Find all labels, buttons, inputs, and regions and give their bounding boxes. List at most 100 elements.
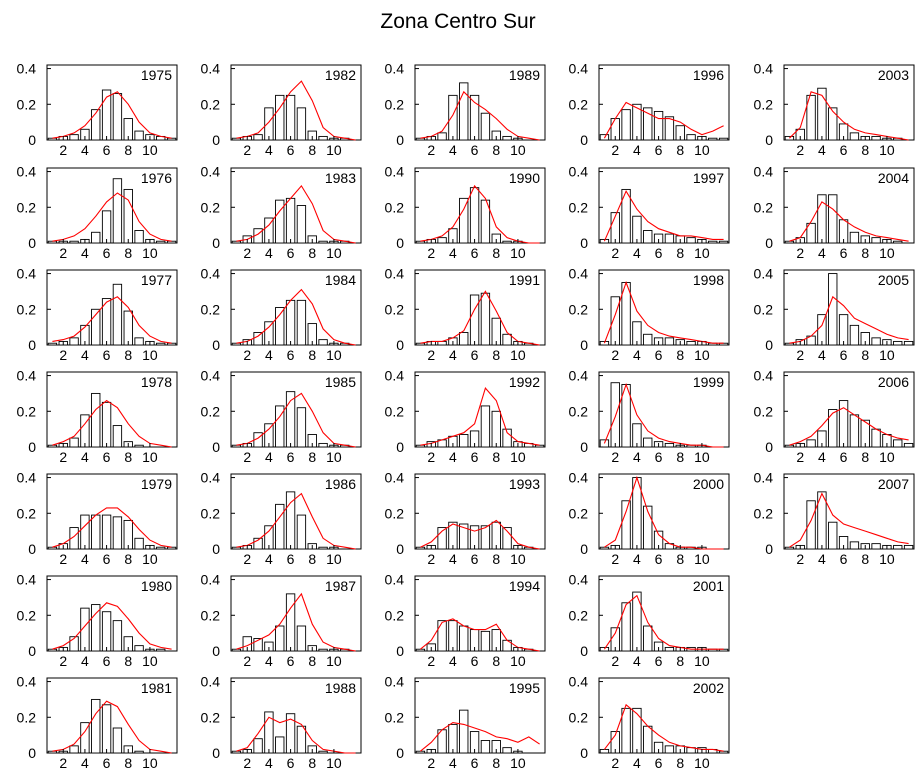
x-tick-label: 10	[510, 449, 526, 465]
bar	[871, 428, 881, 448]
y-tick-label: 0.2	[569, 403, 589, 419]
panel-1985: 1985 0 0.2 0.4 2 4 6 8 10	[201, 368, 362, 465]
x-tick-label: 4	[81, 245, 89, 261]
y-tick-label: 0	[396, 235, 404, 251]
bar	[459, 197, 469, 244]
x-tick-label: 2	[427, 653, 435, 669]
x-tick-label: 2	[427, 347, 435, 363]
bar	[134, 750, 144, 754]
chart-title: Zona Centro Sur	[380, 10, 536, 33]
x-tick-label: 4	[633, 245, 641, 261]
x-tick-label: 6	[840, 245, 848, 261]
bar	[599, 340, 610, 346]
fit-line	[603, 190, 724, 242]
y-tick-label: 0.2	[569, 199, 589, 215]
y-tick-label: 0.2	[569, 301, 589, 317]
x-tick-label: 10	[879, 551, 895, 567]
y-tick-label: 0	[28, 337, 36, 353]
y-tick-label: 0	[396, 337, 404, 353]
bar	[285, 593, 296, 652]
x-tick-label: 2	[59, 449, 67, 465]
panel-frame	[598, 473, 730, 550]
y-tick-label: 0	[580, 643, 588, 659]
bar	[296, 107, 307, 141]
panel-frame	[598, 677, 730, 754]
panel-2002: 2002 0 0.2 0.4 2 4 6 8 10	[569, 674, 730, 771]
x-tick-label: 4	[265, 347, 273, 363]
bar	[318, 339, 328, 346]
y-tick-label: 0.2	[201, 199, 221, 215]
x-tick-label: 6	[655, 653, 663, 669]
bar	[156, 648, 166, 652]
x-tick-label: 2	[243, 142, 251, 158]
panel-frame	[598, 269, 730, 346]
x-tick-label: 6	[287, 142, 295, 158]
x-tick-label: 4	[449, 551, 457, 567]
bar	[91, 604, 101, 652]
panel-1997: 1997 0 0.2 0.4 2 4 6 8 10	[569, 164, 730, 261]
bar	[296, 407, 307, 448]
x-tick-label: 10	[510, 142, 526, 158]
bar	[134, 130, 144, 141]
y-tick-label: 0	[212, 745, 220, 761]
bar	[828, 273, 838, 346]
bar	[610, 296, 620, 346]
bar	[849, 541, 860, 550]
x-tick-label: 4	[265, 551, 273, 567]
bar	[253, 537, 263, 550]
panel-frame	[230, 371, 362, 448]
x-tick-label: 6	[103, 449, 111, 465]
x-tick-label: 6	[655, 142, 663, 158]
bar	[838, 314, 849, 346]
x-tick-label: 6	[471, 551, 479, 567]
bar	[534, 444, 545, 448]
bar	[101, 611, 112, 652]
bar	[893, 544, 903, 550]
y-tick-label: 0.2	[569, 96, 589, 112]
panel-year-label: 2004	[878, 170, 909, 186]
y-tick-label: 0.2	[17, 607, 37, 623]
bar	[664, 442, 675, 448]
panel-frame	[598, 575, 730, 652]
x-tick-label: 2	[611, 142, 619, 158]
x-tick-label: 4	[81, 449, 89, 465]
x-tick-label: 6	[655, 245, 663, 261]
bar	[686, 340, 696, 346]
bar	[664, 646, 675, 652]
panel-frame	[46, 167, 178, 244]
y-tick-label: 0.2	[385, 301, 405, 317]
x-tick-label: 10	[142, 653, 158, 669]
fit-line	[236, 592, 356, 652]
panel-1978: 1978 0 0.2 0.4 2 4 6 8 10	[17, 368, 178, 465]
fit-line	[420, 519, 540, 550]
panel-2007: 2007 0 0.2 0.4 2 4 6 8 10	[754, 470, 915, 567]
x-tick-label: 2	[59, 142, 67, 158]
x-tick-label: 2	[59, 755, 67, 771]
bar	[91, 392, 101, 448]
bar	[459, 332, 469, 346]
bar	[296, 514, 307, 550]
y-tick-label: 0.2	[17, 199, 37, 215]
bar	[621, 188, 631, 244]
x-tick-label: 4	[633, 347, 641, 363]
bar	[253, 332, 263, 346]
x-tick-label: 4	[449, 653, 457, 669]
bar	[893, 340, 903, 346]
y-tick-label: 0	[580, 745, 588, 761]
fit-line	[789, 91, 909, 141]
panel-frame	[46, 64, 178, 141]
x-tick-label: 8	[124, 347, 132, 363]
bar	[448, 94, 458, 141]
panel-1984: 1984 0 0.2 0.4 2 4 6 8 10	[201, 266, 362, 363]
bar	[643, 625, 653, 652]
y-tick-label: 0	[28, 643, 36, 659]
x-tick-label: 4	[81, 653, 89, 669]
panel-year-label: 2000	[693, 476, 724, 492]
x-tick-label: 2	[611, 551, 619, 567]
bar	[849, 414, 860, 448]
bar	[664, 233, 675, 244]
bar	[806, 222, 816, 244]
x-tick-label: 4	[449, 449, 457, 465]
bar	[686, 237, 696, 244]
y-tick-label: 0.4	[385, 368, 405, 384]
